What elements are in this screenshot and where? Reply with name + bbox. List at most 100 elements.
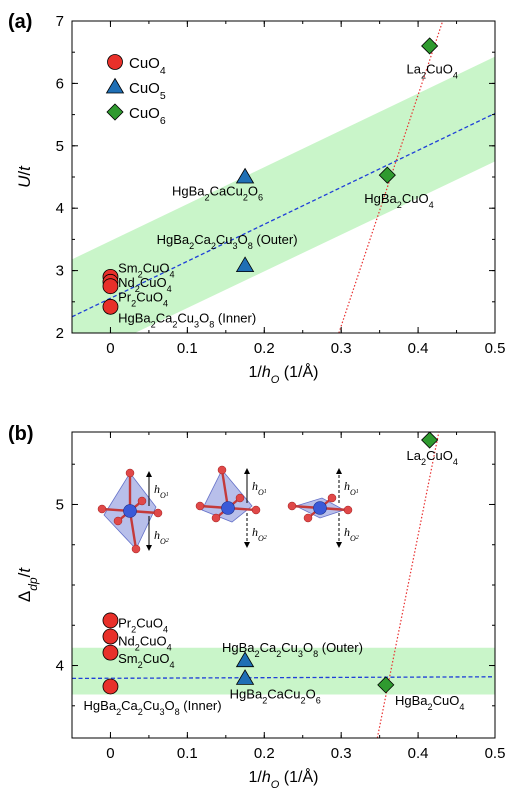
height-label: hO2 xyxy=(344,525,359,543)
point-label: Nd2CuO4 xyxy=(118,275,171,294)
circle-marker xyxy=(102,628,119,645)
point-label: Nd2CuO4 xyxy=(118,633,171,652)
oxygen-atom xyxy=(217,465,227,475)
legend-entry: CuO4 xyxy=(129,55,166,77)
height-label: hO1 xyxy=(252,479,267,497)
height-label: hO1 xyxy=(344,479,359,497)
uncertainty-band xyxy=(72,56,495,333)
arrow-head xyxy=(146,471,152,477)
legend: CuO4 CuO5 CuO6 xyxy=(105,54,166,127)
copper-atom xyxy=(313,501,327,515)
panel-label: (a) xyxy=(8,11,32,33)
height-label: hO2 xyxy=(252,525,267,543)
circle-marker xyxy=(102,644,119,661)
red-dotted-line xyxy=(338,21,444,333)
point-label: HgBa2CaCu2O6 xyxy=(172,183,263,202)
x-tick-label: 0.4 xyxy=(408,745,429,762)
x-axis-label: 1/hO (1/Å) xyxy=(249,362,319,386)
x-tick-label: 0.3 xyxy=(331,745,352,762)
panel-a: 0 0.1 0.2 0.3 0.4 0.5 2 3 4 5 6 7 (a) 1/hO (1/Å) U/t Sm… xyxy=(8,11,505,386)
circle-marker xyxy=(102,298,119,315)
arrow-head xyxy=(336,468,342,474)
point-label: La2CuO4 xyxy=(407,448,458,467)
triangle-marker xyxy=(105,77,125,94)
arrow-head xyxy=(146,545,152,551)
circle-marker xyxy=(102,612,119,629)
y-tick-label: 7 xyxy=(56,13,64,30)
x-tick-label: 0.1 xyxy=(177,340,198,357)
x-tick-label: 0.2 xyxy=(254,745,275,762)
copper-atom xyxy=(123,504,137,518)
oxygen-atom xyxy=(195,501,205,511)
x-tick-label: 0.5 xyxy=(485,340,506,357)
y-tick-label: 4 xyxy=(56,200,64,217)
oxygen-atom xyxy=(125,468,135,478)
diamond-marker xyxy=(421,37,439,55)
x-tick-label: 0.2 xyxy=(254,340,275,357)
y-tick-label: 6 xyxy=(56,75,64,92)
x-tick-label: 0.1 xyxy=(177,745,198,762)
point-label: HgBa2CaCu2O6 xyxy=(230,687,321,706)
arrow-head xyxy=(336,542,342,548)
oxygen-atom xyxy=(343,505,353,515)
diamond-marker xyxy=(106,103,124,121)
fit-line xyxy=(72,112,495,318)
x-tick-label: 0 xyxy=(106,340,114,357)
height-label: hO2 xyxy=(154,528,169,546)
height-label: hO1 xyxy=(154,482,169,500)
oxygen-atom xyxy=(153,508,163,518)
diamond-marker xyxy=(377,676,395,694)
point-label: HgBa2CuO4 xyxy=(395,693,464,712)
point-label: Pr2CuO4 xyxy=(118,616,168,635)
y-tick-label: 5 xyxy=(56,496,64,513)
arrow-head xyxy=(244,542,250,548)
point-label: HgBa2Ca2Cu3O8 (Inner) xyxy=(84,698,222,717)
point-label: La2CuO4 xyxy=(407,62,458,81)
y-tick-label: 3 xyxy=(56,263,64,280)
triangle-marker xyxy=(235,256,255,273)
oxygen-atom xyxy=(113,516,123,526)
oxygen-atom xyxy=(327,493,337,503)
triangle-marker xyxy=(235,669,255,685)
y-axis-label: U/t xyxy=(15,165,34,188)
diamond-marker xyxy=(378,166,396,184)
inset-illustration: hO1 hO2 hO1 hO2 hO1 hO2 xyxy=(97,465,359,554)
panel-label: (b) xyxy=(8,423,34,445)
point-label: HgBa2Ca2Cu3O8 (Outer) xyxy=(157,232,298,251)
x-tick-label: 0.5 xyxy=(485,745,506,762)
legend-entry: CuO6 xyxy=(129,105,166,127)
diamond-marker xyxy=(421,431,439,449)
oxygen-atom xyxy=(211,513,221,523)
red-dotted-line xyxy=(376,432,440,738)
y-tick-label: 5 xyxy=(56,138,64,155)
x-axis-label: 1/hO (1/Å) xyxy=(249,767,319,791)
x-tick-label: 0.3 xyxy=(331,340,352,357)
legend-entry: CuO5 xyxy=(129,80,166,102)
oxygen-atom xyxy=(303,513,313,523)
panel-b: 0 0.1 0.2 0.3 0.4 0.5 4 5 (b) 1/hO (1/Å) Δdp/t Pr2C… xyxy=(8,423,505,791)
x-tick-label: 0 xyxy=(106,745,114,762)
oxygen-atom xyxy=(235,493,245,503)
triangle-marker xyxy=(235,167,255,184)
fit-line xyxy=(72,676,495,680)
point-label: HgBa2Ca2Cu3O8 (Inner) xyxy=(118,311,256,330)
point-label: HgBa2CuO4 xyxy=(364,191,433,210)
oxygen-atom xyxy=(131,544,141,554)
oxygen-atom xyxy=(251,505,261,515)
oxygen-atom xyxy=(287,501,297,511)
y-axis-label: Δdp/t xyxy=(15,567,40,602)
point-label: Pr2CuO4 xyxy=(118,289,168,308)
y-tick-label: 2 xyxy=(56,325,64,342)
copper-atom xyxy=(221,501,235,515)
point-label: Sm2CuO4 xyxy=(118,651,174,670)
point-label: HgBa2Ca2Cu3O8 (Outer) xyxy=(222,640,363,659)
plot-area xyxy=(72,21,495,333)
oxygen-atom xyxy=(97,504,107,514)
point-label: Sm2CuO4 xyxy=(118,261,174,280)
x-tick-label: 0.4 xyxy=(408,340,429,357)
circle-marker xyxy=(107,54,123,70)
y-tick-label: 4 xyxy=(56,658,64,675)
arrow-head xyxy=(244,468,250,474)
circle-marker xyxy=(102,678,119,695)
